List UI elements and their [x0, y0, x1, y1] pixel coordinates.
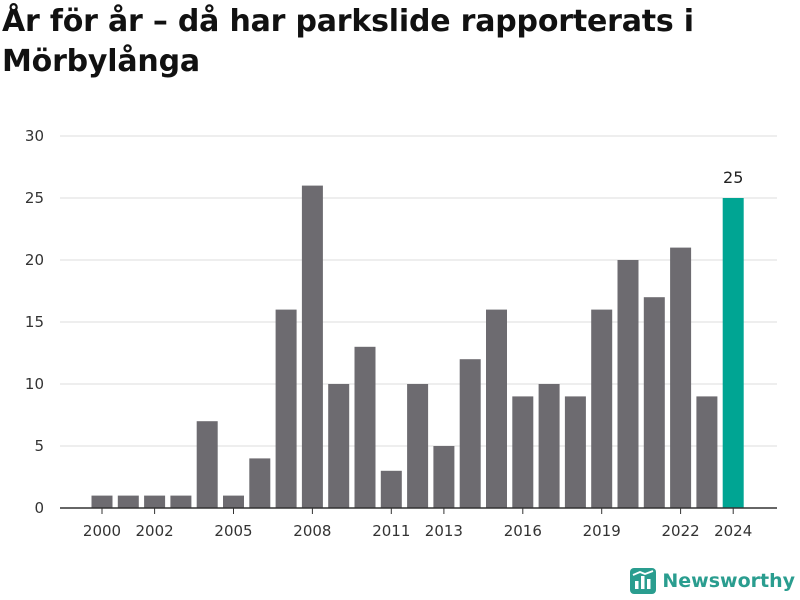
data-labels: 25: [723, 168, 743, 187]
bar-2023: [696, 396, 718, 508]
x-tick-label: 2011: [372, 522, 410, 540]
bar-2004: [196, 421, 218, 508]
y-tick-label: 20: [25, 251, 44, 269]
bars: [91, 185, 744, 508]
y-tick-label: 10: [25, 375, 44, 393]
bar-2024: [722, 198, 744, 508]
x-tick-label: 2005: [214, 522, 252, 540]
bar-2017: [538, 384, 560, 508]
bar-2021: [643, 297, 665, 508]
chart-title: År för år – då har parkslide rapporterat…: [2, 4, 694, 79]
y-axis: 0 5 10 15 20 25 30: [25, 127, 44, 517]
x-tick-label: 2016: [504, 522, 542, 540]
x-tick-label: 2008: [293, 522, 331, 540]
bar-2010: [354, 346, 376, 508]
y-tick-label: 25: [25, 189, 44, 207]
bar-2003: [170, 495, 192, 508]
bar-2005: [223, 495, 244, 508]
x-tick-label: 2013: [425, 522, 463, 540]
bar-2002: [144, 495, 166, 508]
brand: Newsworthy: [630, 568, 795, 594]
newsworthy-logo-icon: [630, 568, 657, 594]
y-tick-label: 15: [25, 313, 44, 331]
y-tick-label: 0: [34, 499, 44, 517]
bar-2011: [380, 470, 402, 508]
x-tick-label: 2019: [583, 522, 621, 540]
x-axis: 2000 2002 2005 2008 2011 2013 2016 2019 2022 2024: [60, 507, 777, 540]
bar-2018: [564, 396, 586, 508]
y-tick-label: 5: [34, 437, 44, 455]
bar-2016: [512, 396, 534, 508]
bar-2019: [591, 309, 613, 508]
data-label-2024: 25: [723, 168, 743, 187]
bar-2012: [407, 384, 429, 508]
bar-2009: [328, 384, 350, 508]
brand-name: Newsworthy: [662, 570, 795, 592]
x-tick-label: 2000: [83, 522, 121, 540]
bar-2000: [91, 495, 113, 508]
bar-2015: [486, 309, 507, 508]
bar-2020: [617, 260, 639, 508]
x-tick-label: 2002: [136, 522, 174, 540]
bar-2001: [117, 495, 139, 508]
bar-2014: [459, 359, 481, 508]
x-tick-label: 2024: [714, 522, 752, 540]
bar-2008: [301, 185, 323, 508]
y-tick-label: 30: [25, 127, 44, 145]
bar-2007: [275, 309, 297, 508]
bar-2022: [670, 247, 692, 508]
bar-2013: [433, 446, 455, 508]
bar-2006: [249, 458, 271, 508]
x-tick-label: 2022: [662, 522, 700, 540]
